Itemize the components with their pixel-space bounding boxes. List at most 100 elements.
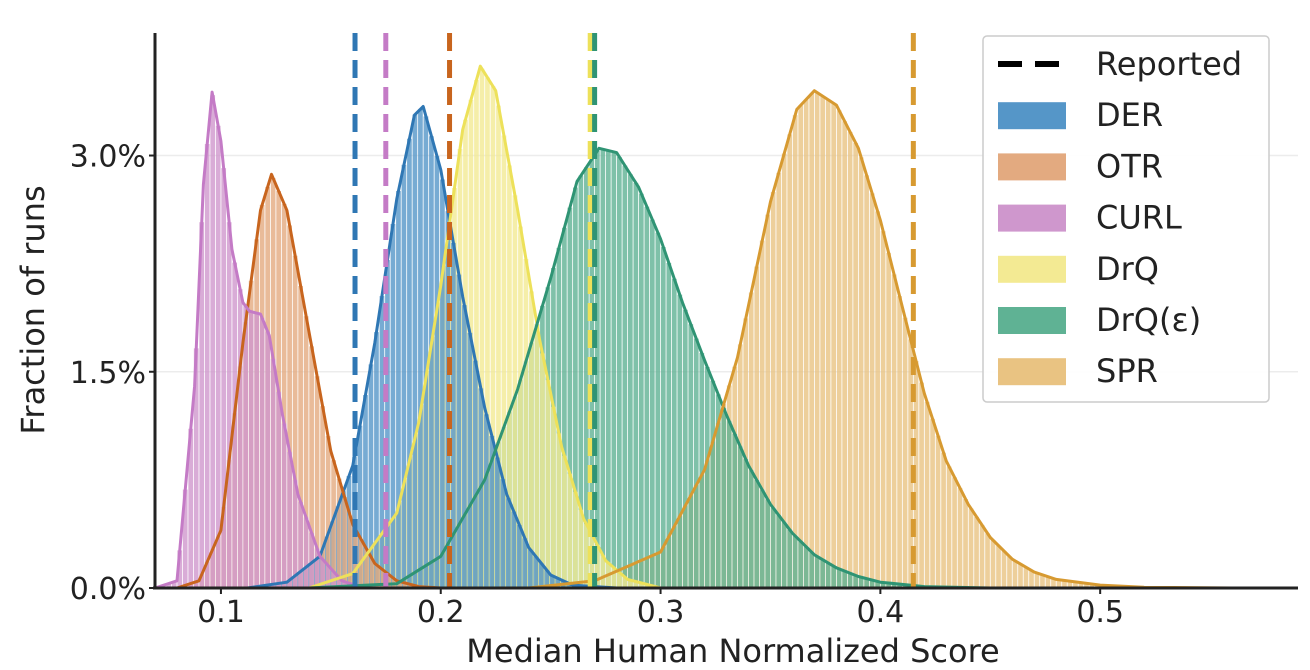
bar-drq [523,258,529,588]
bar-drq [792,535,798,588]
bar-drq [622,165,628,588]
bar-drq [644,206,650,588]
density-curve-spr [528,89,1233,590]
bar-drq [748,470,754,588]
bar-drq [474,80,479,588]
bar-der [533,556,539,588]
legend: Reported DER OTR CURL DrQ DrQ(ε) SPR [982,35,1270,403]
bar-drq [869,580,875,588]
bar-drq [825,562,831,588]
bar-drq [633,182,639,589]
bar-drq [693,338,699,588]
bar-drq [649,219,655,588]
bar-drq [715,394,721,588]
bar-der [462,305,467,588]
bar-spr [825,99,831,588]
bar-curl [226,222,232,589]
bar-drq [732,433,738,588]
bar-drq [562,227,567,588]
bar-spr [1007,556,1012,588]
bar-drq [584,167,589,588]
bar-curl [325,565,331,588]
bar-drq [638,193,644,588]
bar-der [555,578,561,588]
bar-drq [606,150,611,588]
bar-der [566,583,572,588]
bar-der [363,395,368,588]
legend-label-otr: OTR [1096,147,1163,185]
bar-drq [595,544,600,588]
bar-drq [682,309,688,588]
tick-labels: 0.1 0.2 0.3 0.4 0.5 0.0% 1.5% 3.0% [70,140,1124,630]
bar-spr [831,103,837,588]
bar-drq [600,555,606,588]
bar-spr [946,466,952,588]
bar-curl [243,306,249,588]
bar-drq [627,174,633,589]
legend-label-drq: DrQ [1096,250,1159,288]
density-curve-der [247,105,617,590]
bar-drq [743,459,749,588]
bar-drq [622,577,628,588]
bar-spr [853,142,858,589]
bar-drq [902,584,908,588]
bar-spr [803,99,809,588]
bar-otr [369,558,375,588]
bar-drq [814,556,820,588]
bar-der [368,364,374,588]
bar-der [379,296,385,588]
legend-label-reported: Reported [1096,45,1242,83]
density-curve-drq [308,146,991,590]
bar-spr [1056,579,1062,588]
bar-spr [913,360,919,588]
bar-curl [182,489,188,588]
bar-der [527,549,533,588]
bar-spr [748,292,754,588]
bar-der [429,136,434,588]
x-axis-label: Median Human Normalized Score [466,632,999,670]
bar-otr [397,581,402,588]
bars-curl [155,95,364,589]
bar-curl [248,311,254,588]
bar-otr [314,376,320,588]
bar-spr [809,93,815,588]
bar-drq [847,573,853,588]
bar-spr [985,533,990,588]
legend-item-drq: DrQ [998,250,1159,288]
bar-spr [869,193,875,588]
bar-curl [237,289,243,588]
bar-spr [770,192,776,588]
bar-drq [501,135,507,589]
bar-drq [655,232,661,589]
bar-drq [737,446,743,588]
bar-drq [809,552,815,588]
bar-drq [573,491,578,588]
legend-item-der: DER [998,96,1163,134]
bar-drq [627,580,633,588]
bar-curl [314,548,320,588]
bar-der [357,425,363,588]
bar-drq [507,165,512,588]
bar-drq [677,294,683,588]
x-tick-label: 0.2 [417,595,465,630]
bar-curl [270,358,276,588]
bar-spr [957,488,963,588]
bar-drq [485,77,490,588]
bar-curl [171,581,177,588]
bar-spr [875,211,880,588]
bar-drq [726,421,732,588]
bar-drq [798,541,804,588]
bar-otr [364,548,369,588]
bar-spr [880,231,886,588]
bar-spr [968,508,974,588]
bar-der [522,538,528,588]
bar-spr [1023,567,1029,588]
bar-spr [792,115,798,589]
bar-drq [770,507,776,588]
bar-der [516,524,522,588]
bar-otr [375,565,380,588]
bar-drq [611,567,617,588]
bar-spr [836,110,842,588]
legend-item-otr: OTR [998,147,1163,185]
